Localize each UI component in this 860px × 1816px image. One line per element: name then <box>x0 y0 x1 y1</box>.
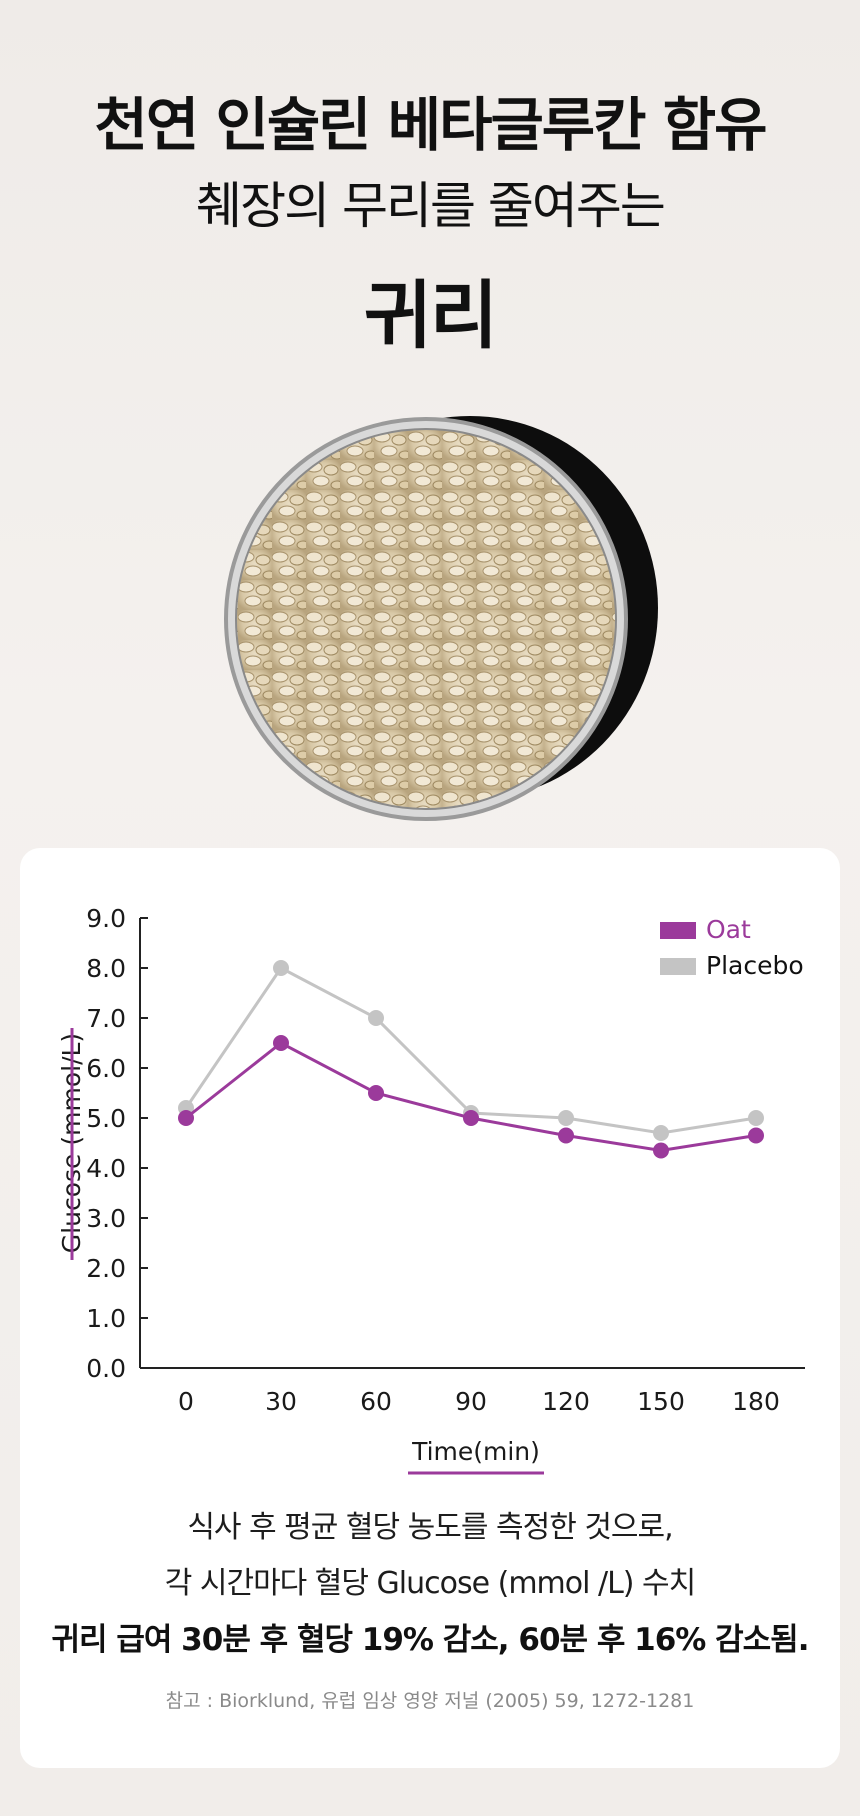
y-tick-label: 7.0 <box>86 1004 126 1033</box>
oat-legend-label: Oat <box>706 915 751 944</box>
placebo-data-point <box>653 1125 669 1141</box>
headline-product: 귀리 <box>363 273 498 359</box>
y-tick-label: 1.0 <box>86 1304 126 1333</box>
y-tick-label: 5.0 <box>86 1104 126 1133</box>
glucose-line-chart: 0.0 1.0 2.0 3.0 4.0 5.0 6.0 7.0 8.0 9.0 0 30 60 90 120… <box>57 904 805 1475</box>
oat-legend-swatch <box>660 922 696 939</box>
x-tick-label: 120 <box>542 1387 590 1416</box>
oat-data-point <box>273 1035 289 1051</box>
y-tick-label: 9.0 <box>86 904 126 933</box>
oat-data-point <box>463 1110 479 1126</box>
y-tick-label: 6.0 <box>86 1054 126 1083</box>
reference-note: 참고 : Biorklund, 유럽 임상 영양 저널 (2005) 59, 1… <box>165 1690 695 1712</box>
y-tick-label: 8.0 <box>86 954 126 983</box>
y-tick-label: 3.0 <box>86 1204 126 1233</box>
x-tick-label: 180 <box>732 1387 780 1416</box>
y-tick-label: 0.0 <box>86 1354 126 1383</box>
x-axis-title: Time(min) <box>411 1437 540 1466</box>
chart-card: 0.0 1.0 2.0 3.0 4.0 5.0 6.0 7.0 8.0 9.0 0 30 60 90 120… <box>20 848 840 1768</box>
placebo-legend-swatch <box>660 958 696 975</box>
y-tick-label: 4.0 <box>86 1154 126 1183</box>
oat-bowl-image <box>0 400 860 830</box>
oat-series-line <box>185 1041 757 1153</box>
headline-subtitle: 췌장의 무리를 줄여주는 <box>196 177 666 235</box>
x-tick-label: 60 <box>360 1387 392 1416</box>
oat-data-point <box>653 1142 669 1159</box>
x-tick-label: 150 <box>637 1387 685 1416</box>
x-tick-label: 0 <box>178 1387 194 1416</box>
caption-highlight: 귀리 급여 30분 후 혈당 19% 감소, 60분 후 16% 감소됨. <box>51 1622 810 1658</box>
x-tick-label: 30 <box>265 1387 297 1416</box>
caption-line-2: 각 시간마다 혈당 Glucose (mmol /L) 수치 <box>164 1566 697 1601</box>
placebo-legend-label: Placebo <box>706 951 804 980</box>
y-tick-label: 2.0 <box>86 1254 126 1283</box>
caption-line-1: 식사 후 평균 혈당 농도를 측정한 것으로, <box>187 1510 673 1545</box>
headline-title: 천연 인슐린 베타글루칸 함유 <box>94 91 768 159</box>
oat-data-point <box>178 1110 194 1126</box>
placebo-data-point <box>558 1110 574 1126</box>
oat-data-point <box>558 1127 574 1144</box>
oat-data-point <box>748 1127 764 1144</box>
placebo-data-point <box>368 1010 384 1026</box>
placebo-data-point <box>748 1110 764 1126</box>
x-tick-label: 90 <box>455 1387 487 1416</box>
placebo-data-point <box>273 960 289 976</box>
oat-data-point <box>368 1085 384 1101</box>
